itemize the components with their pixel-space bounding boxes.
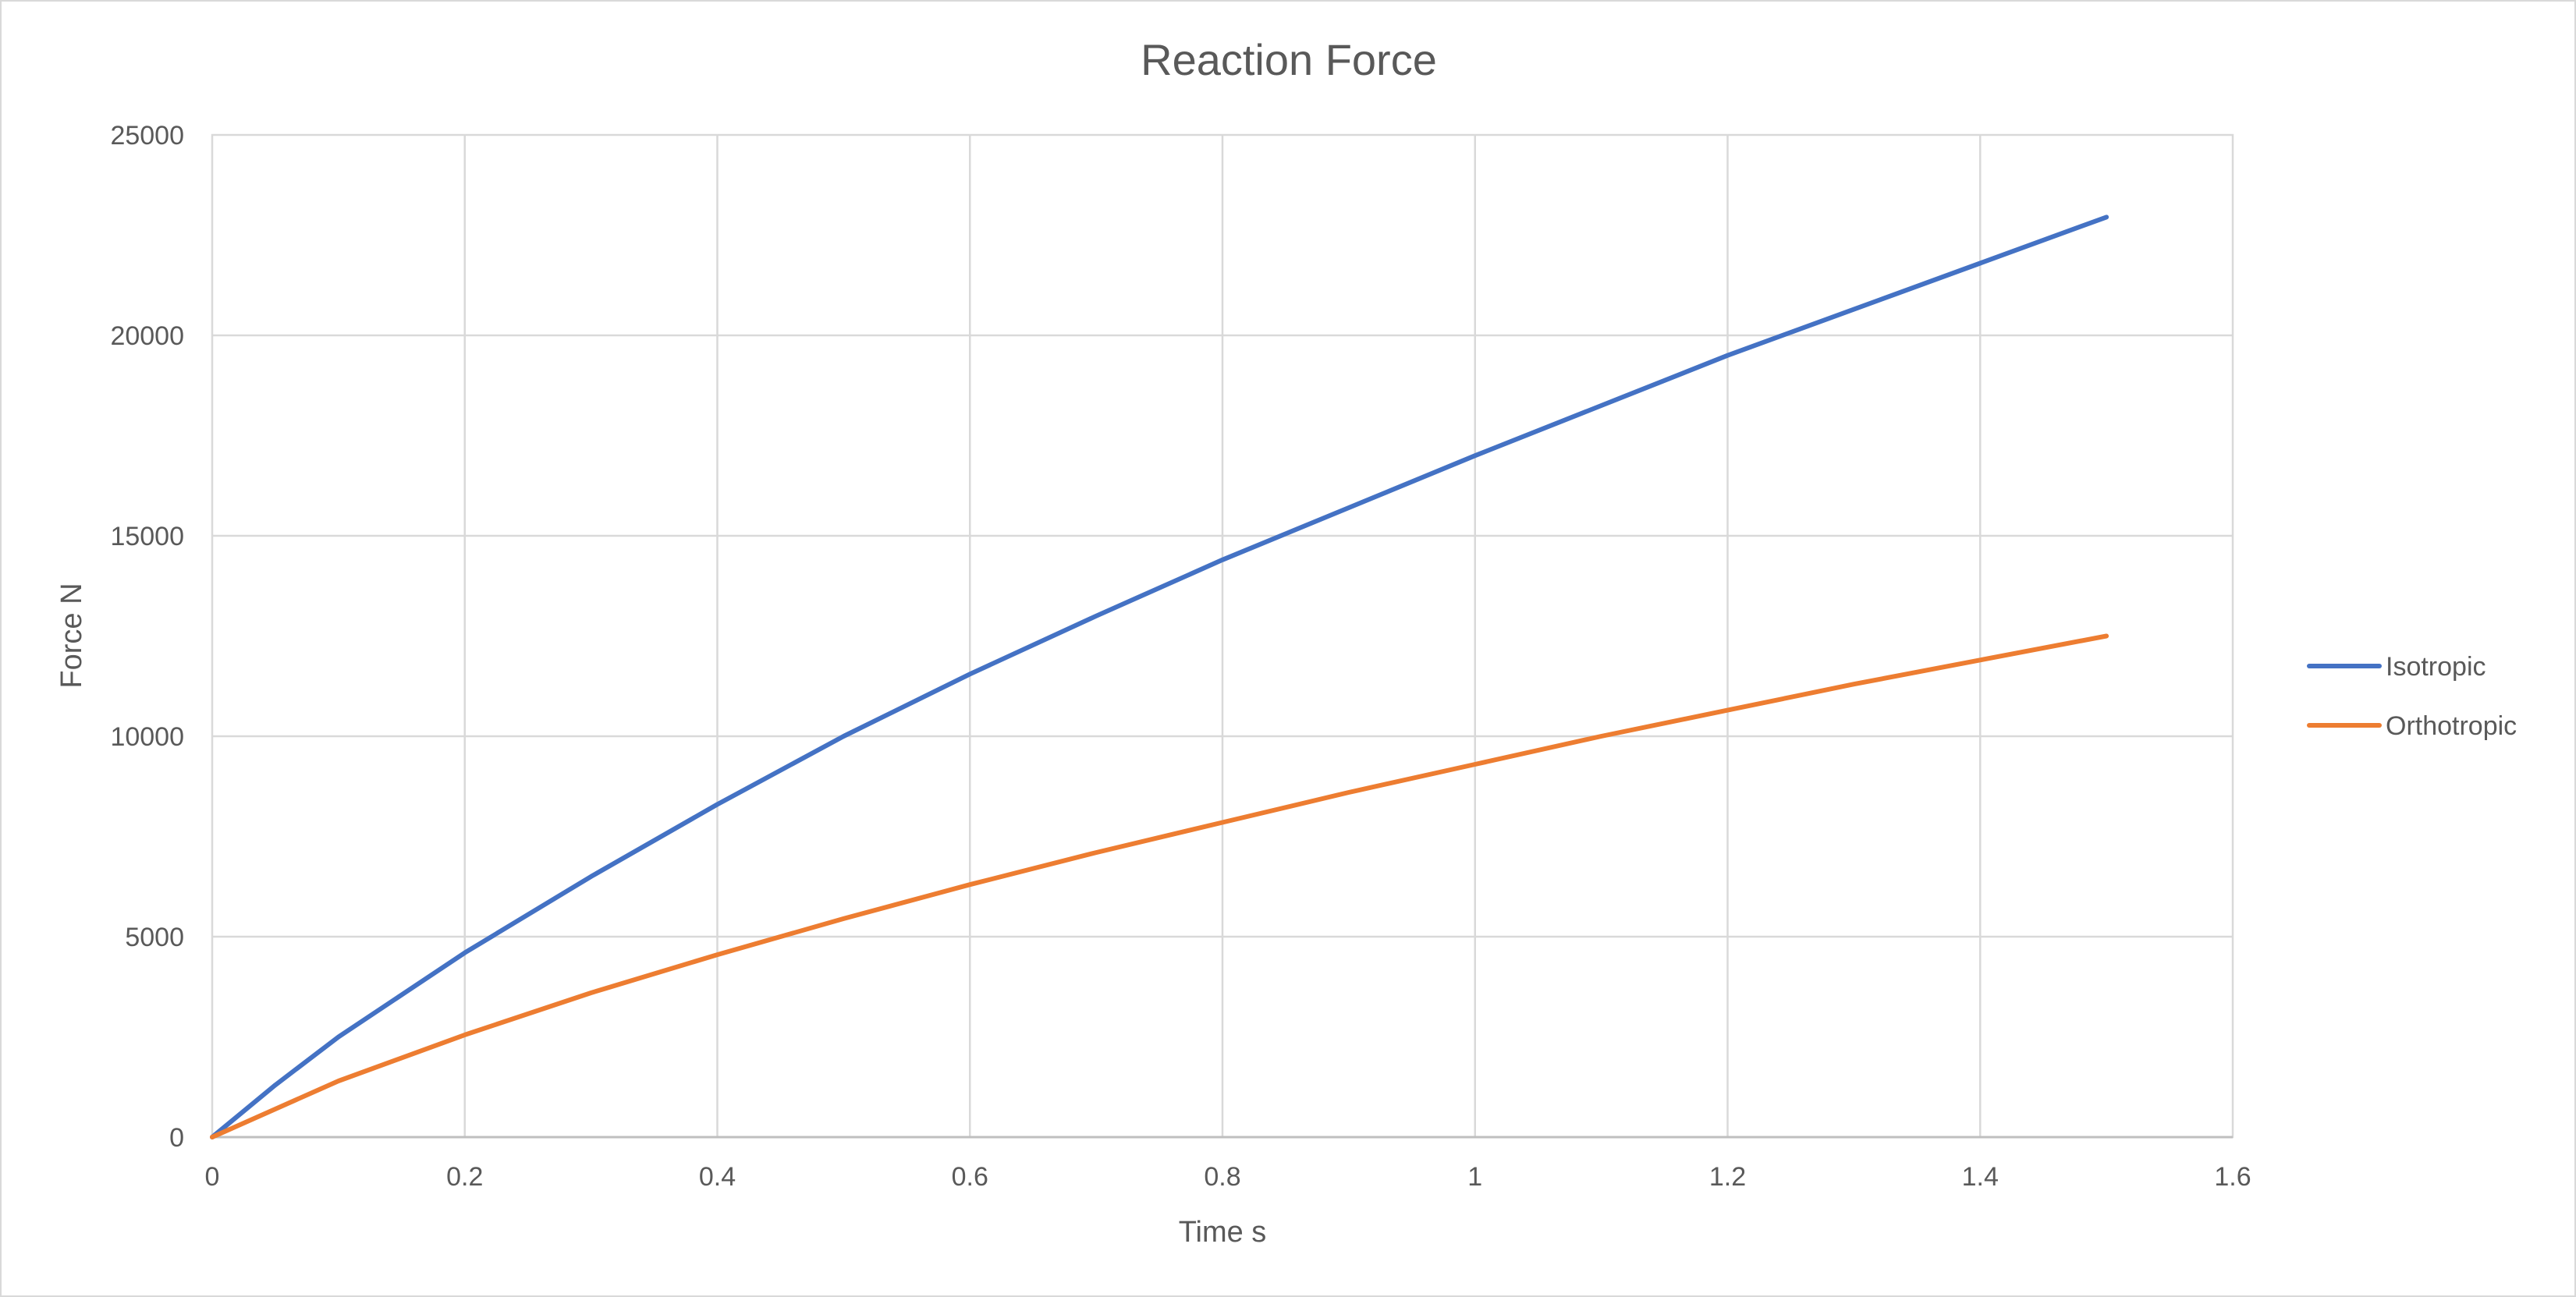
x-tick-label: 0.2 [446,1162,483,1192]
y-axis-ticks: 0 5000 10000 15000 20000 25000 [110,121,184,1153]
chart-title: Reaction Force [1141,35,1437,84]
gridlines [212,135,2233,1137]
legend-label: Orthotropic [2386,711,2517,741]
y-tick-label: 5000 [125,923,184,952]
legend-label: Isotropic [2386,652,2486,682]
y-axis-title: Force N [55,583,88,688]
y-tick-label: 20000 [110,321,184,351]
x-tick-label: 1.4 [1962,1162,1999,1192]
y-tick-label: 0 [169,1123,184,1153]
x-tick-label: 0 [205,1162,220,1192]
legend: Isotropic Orthotropic [2307,652,2517,741]
x-axis-title: Time s [1179,1216,1267,1249]
x-axis-ticks: 0 0.2 0.4 0.6 0.8 1 1.2 1.4 1.6 [205,1162,2251,1192]
x-tick-label: 1.6 [2214,1162,2251,1192]
series-line-isotropic [210,214,2109,1139]
x-tick-label: 1 [1467,1162,1482,1192]
series-line-orthotropic [210,633,2109,1139]
x-tick-label: 0.8 [1204,1162,1240,1192]
y-tick-label: 10000 [110,722,184,752]
series-lines [210,214,2109,1139]
x-tick-label: 1.2 [1709,1162,1746,1192]
y-tick-label: 15000 [110,522,184,551]
y-tick-label: 25000 [110,121,184,151]
x-tick-label: 0.6 [952,1162,988,1192]
x-tick-label: 0.4 [699,1162,736,1192]
